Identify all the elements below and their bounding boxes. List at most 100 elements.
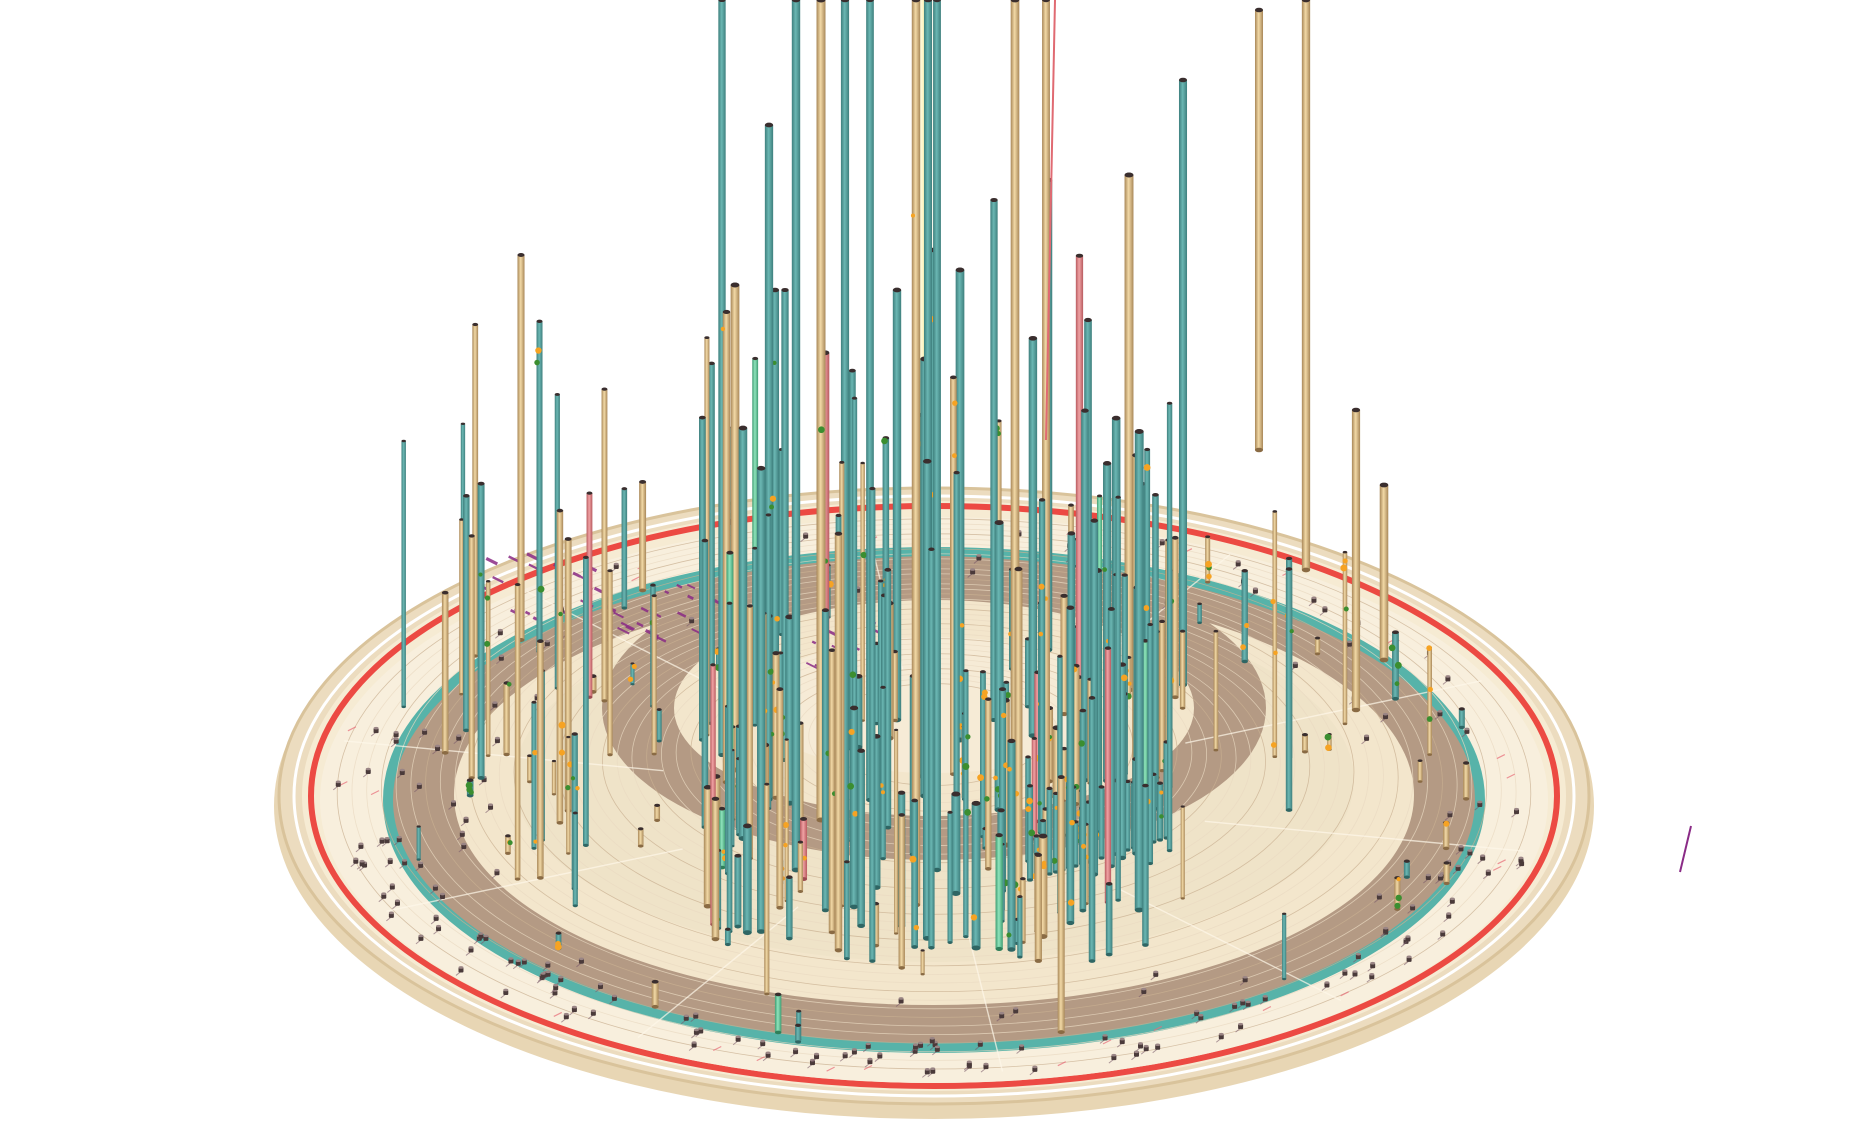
tower-building[interactable] — [1463, 761, 1470, 801]
tower-building[interactable] — [703, 785, 712, 909]
tower-building[interactable] — [1066, 605, 1075, 926]
tower-building[interactable] — [1171, 535, 1179, 700]
tower-building[interactable] — [651, 594, 657, 756]
tower-building[interactable] — [1197, 602, 1202, 624]
tower-building[interactable] — [1213, 629, 1219, 752]
tower-building[interactable] — [1205, 535, 1212, 584]
tower-building[interactable] — [527, 754, 533, 784]
tower-building[interactable] — [1017, 895, 1023, 959]
tower-building[interactable] — [947, 810, 953, 944]
tower-building[interactable] — [1166, 401, 1173, 853]
tower-building[interactable] — [1134, 429, 1144, 913]
tower-building[interactable] — [933, 0, 941, 873]
tower-building[interactable] — [910, 0, 921, 908]
tower-building[interactable] — [537, 639, 544, 880]
tower-building[interactable] — [869, 486, 876, 963]
tower-building[interactable] — [1157, 781, 1164, 842]
tower-building[interactable] — [797, 840, 804, 893]
tower-building[interactable] — [1285, 567, 1294, 812]
tower-building[interactable] — [468, 534, 475, 780]
tower-building[interactable] — [776, 687, 784, 910]
tower-building[interactable] — [1178, 77, 1188, 688]
tower-building[interactable] — [1057, 775, 1065, 1035]
tower-building[interactable] — [1115, 495, 1121, 902]
tower-building[interactable] — [651, 979, 659, 1009]
tower-building[interactable] — [1142, 783, 1149, 947]
tower-building[interactable] — [884, 567, 892, 830]
tower-building[interactable] — [586, 491, 593, 699]
tower-building[interactable] — [1104, 646, 1112, 905]
tower-building[interactable] — [711, 796, 720, 942]
tower-building[interactable] — [401, 439, 406, 709]
tower-building[interactable] — [995, 833, 1003, 951]
tower-building[interactable] — [441, 590, 449, 755]
tower-building[interactable] — [416, 825, 421, 861]
tower-buildings[interactable] — [401, 0, 1470, 1044]
tower-building[interactable] — [554, 931, 562, 951]
tower-building[interactable] — [746, 604, 753, 861]
tower-building[interactable] — [637, 827, 644, 848]
tower-building[interactable] — [786, 875, 793, 941]
tower-building[interactable] — [607, 569, 613, 757]
tower-building[interactable] — [847, 705, 859, 910]
tower-building[interactable] — [834, 531, 843, 953]
tower-building[interactable] — [795, 1023, 802, 1044]
tower-building[interactable] — [764, 782, 770, 996]
tower-building[interactable] — [1046, 786, 1053, 876]
tower-building[interactable] — [1458, 707, 1465, 730]
tower-building[interactable] — [844, 860, 850, 961]
tower-building[interactable] — [1394, 876, 1402, 911]
tower-building[interactable] — [601, 387, 608, 703]
tower-building[interactable] — [484, 579, 491, 757]
tower-building[interactable] — [752, 546, 758, 727]
tower-building[interactable] — [1301, 733, 1308, 754]
tower-building[interactable] — [726, 601, 733, 934]
tower-building[interactable] — [1179, 629, 1186, 710]
tower-building[interactable] — [1379, 482, 1389, 663]
tower-building[interactable] — [465, 778, 474, 798]
tower-building[interactable] — [724, 927, 731, 947]
tower-building[interactable] — [1088, 696, 1096, 963]
tower-building[interactable] — [1078, 708, 1087, 913]
tower-building[interactable] — [621, 487, 628, 610]
tower-building[interactable] — [1351, 407, 1361, 713]
tower-building[interactable] — [909, 798, 920, 949]
tower-building[interactable] — [656, 708, 662, 743]
tower-building[interactable] — [551, 759, 557, 796]
tower-building[interactable] — [1388, 630, 1402, 701]
tower-building[interactable] — [791, 0, 801, 873]
tower-building[interactable] — [894, 728, 899, 935]
tower-building[interactable] — [1105, 882, 1113, 957]
tower-building[interactable] — [757, 465, 766, 934]
tower-building[interactable] — [556, 508, 566, 825]
tower-building[interactable] — [1403, 859, 1410, 879]
tower-building[interactable] — [774, 992, 782, 1035]
tower-building[interactable] — [1025, 784, 1036, 882]
tower-building[interactable] — [1020, 877, 1026, 944]
tower-building[interactable] — [1314, 636, 1321, 656]
tower-building[interactable] — [1270, 510, 1278, 759]
tower-building[interactable] — [1301, 0, 1311, 573]
tower-building[interactable] — [572, 811, 578, 908]
tower-building[interactable] — [1006, 738, 1016, 952]
tower-building[interactable] — [1152, 492, 1159, 811]
tower-building[interactable] — [1282, 912, 1287, 981]
tower-building[interactable] — [1098, 785, 1105, 860]
tower-building[interactable] — [1034, 852, 1042, 963]
tower-building[interactable] — [1417, 759, 1423, 783]
tower-building[interactable] — [928, 547, 935, 950]
tower-building[interactable] — [970, 800, 981, 951]
tower-building[interactable] — [1340, 550, 1349, 726]
tower-building[interactable] — [977, 670, 988, 839]
tower-building[interactable] — [734, 853, 742, 929]
tower-building[interactable] — [860, 461, 867, 722]
tower-building[interactable] — [514, 583, 521, 881]
tower-building[interactable] — [1442, 820, 1450, 851]
tower-building[interactable] — [951, 791, 961, 896]
tower-building[interactable] — [738, 425, 748, 841]
tower-building[interactable] — [503, 681, 512, 757]
tower-building[interactable] — [962, 669, 972, 939]
tower-building[interactable] — [531, 700, 538, 850]
